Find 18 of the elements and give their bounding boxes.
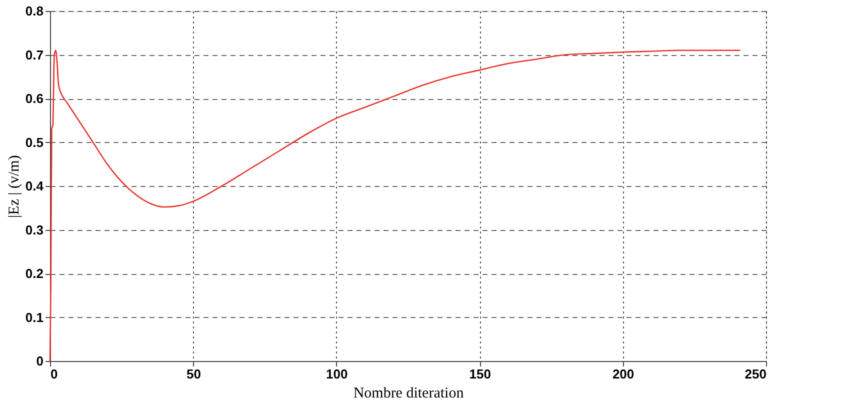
y-tick-label: 0.8 bbox=[25, 4, 44, 18]
y-tick-label: 0.5 bbox=[25, 134, 44, 150]
x-tick-label: 100 bbox=[326, 366, 348, 382]
y-axis-title: |Ez | (v/m) bbox=[6, 155, 22, 218]
x-tick-label: 250 bbox=[744, 366, 766, 382]
y-tick-label: 0.3 bbox=[25, 222, 44, 238]
y-tick-label: 0.2 bbox=[25, 266, 44, 281]
y-tick-label: 0.1 bbox=[25, 310, 44, 325]
x-tick-label: 200 bbox=[612, 366, 634, 382]
y-tick-label: 0.6 bbox=[25, 91, 44, 106]
y-tick-label: 0.7 bbox=[25, 47, 44, 62]
x-tick-label: 150 bbox=[469, 366, 491, 382]
x-tick-label: 50 bbox=[186, 366, 201, 382]
y-tick-label: 0.4 bbox=[25, 178, 44, 194]
x-tick-label: 0 bbox=[50, 366, 58, 382]
line-series bbox=[49, 50, 741, 362]
x-axis-title: Nombre diteration bbox=[353, 386, 464, 402]
y-tick-label: 0 bbox=[36, 354, 44, 368]
